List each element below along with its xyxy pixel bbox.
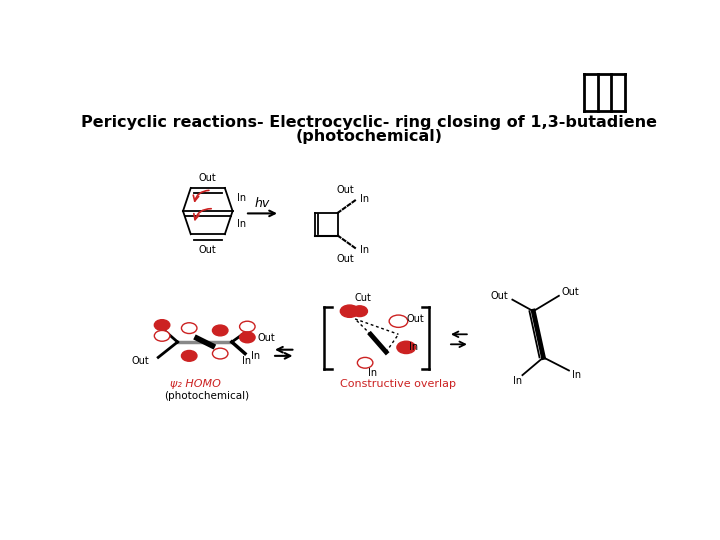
Text: Out: Out (199, 173, 217, 183)
Text: Out: Out (199, 245, 217, 254)
Text: Out: Out (337, 254, 355, 264)
Ellipse shape (352, 306, 367, 316)
Text: ψ₂ HOMO: ψ₂ HOMO (170, 379, 221, 389)
Text: In: In (369, 368, 377, 378)
Ellipse shape (154, 320, 170, 330)
Text: Out: Out (131, 356, 149, 366)
Text: In: In (238, 219, 246, 229)
Text: In: In (360, 245, 369, 254)
Text: hv: hv (254, 197, 270, 210)
Text: In: In (251, 351, 261, 361)
Text: In: In (409, 342, 418, 353)
Text: Constructive overlap: Constructive overlap (340, 379, 456, 389)
Text: Out: Out (337, 185, 355, 194)
Text: Cut: Cut (354, 293, 372, 303)
Text: In: In (360, 194, 369, 204)
Text: Out: Out (561, 287, 579, 297)
Ellipse shape (181, 350, 197, 361)
Ellipse shape (397, 341, 415, 354)
Text: Pericyclic reactions- Electrocyclic- ring closing of 1,3-butadiene: Pericyclic reactions- Electrocyclic- rin… (81, 115, 657, 130)
Text: In: In (513, 375, 523, 386)
Ellipse shape (212, 325, 228, 336)
Ellipse shape (212, 348, 228, 359)
Text: (photochemical): (photochemical) (295, 129, 443, 144)
Text: Out: Out (491, 291, 508, 301)
Text: In: In (238, 193, 246, 203)
Ellipse shape (240, 332, 255, 343)
Text: (photochemical): (photochemical) (164, 391, 250, 401)
Ellipse shape (240, 321, 255, 332)
Ellipse shape (341, 305, 359, 318)
Ellipse shape (154, 330, 170, 341)
Text: In: In (242, 356, 251, 366)
Ellipse shape (181, 323, 197, 334)
Ellipse shape (357, 357, 373, 368)
Text: Out: Out (258, 333, 275, 343)
Ellipse shape (389, 315, 408, 327)
Text: Out: Out (406, 314, 424, 324)
Text: In: In (572, 370, 581, 380)
